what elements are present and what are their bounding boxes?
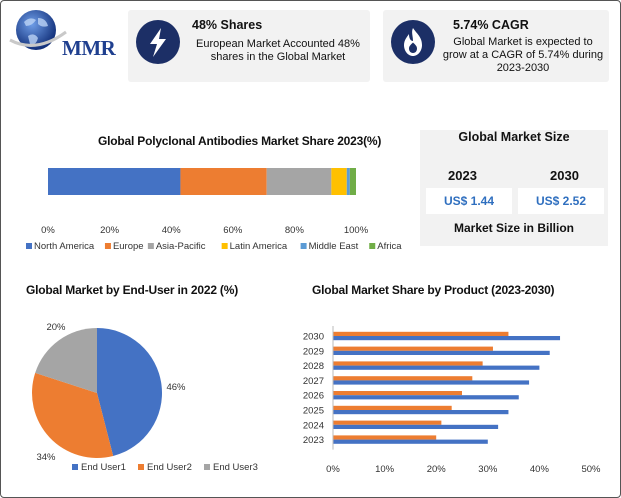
share-segment-2 xyxy=(266,168,332,195)
product-y-tick: 2023 xyxy=(303,435,324,446)
product-y-tick: 2027 xyxy=(303,376,324,387)
logo-text: MMR xyxy=(62,36,116,60)
product-bar xyxy=(333,350,550,355)
pie-legend-label: End User1 xyxy=(81,462,126,473)
cagr-card-text: Global Market is expected to grow at a C… xyxy=(442,36,604,74)
share-x-tick: 60% xyxy=(223,225,243,236)
end-user-chart-title: Global Market by End-User in 2022 (%) xyxy=(26,283,238,297)
product-bar xyxy=(333,420,442,425)
share-legend-label: Asia-Pacific xyxy=(156,241,206,252)
product-bar xyxy=(333,405,452,410)
pie-legend-swatch xyxy=(204,464,210,470)
product-bar xyxy=(333,376,473,381)
share-x-tick: 80% xyxy=(285,225,305,236)
product-bar xyxy=(333,410,509,415)
pie-legend-label: End User2 xyxy=(147,462,192,473)
cagr-card-title: 5.74% CAGR xyxy=(453,18,529,32)
share-segment-1 xyxy=(180,168,267,195)
share-legend-swatch xyxy=(369,243,376,249)
product-bar-chart: 2030 2029 2028 2027 2026 2025 2024 2023 0% 10% 20%… xyxy=(303,326,601,475)
share-x-tick: 40% xyxy=(162,225,182,236)
shares-card-text: European Market Accounted 48% shares in … xyxy=(196,38,360,63)
share-segment-4 xyxy=(346,168,350,195)
market-size-year-2023: 2023 xyxy=(448,168,477,183)
pie-slice-1 xyxy=(31,372,114,458)
product-x-tick: 40% xyxy=(530,464,550,475)
product-x-tick: 10% xyxy=(375,464,395,475)
product-x-tick: 30% xyxy=(478,464,498,475)
product-bar xyxy=(333,331,509,336)
share-legend-swatch xyxy=(147,243,154,249)
cagr-card: 5.74% CAGR Global Market is expected to … xyxy=(383,10,609,82)
share-legend-swatch xyxy=(26,243,32,249)
product-bar xyxy=(333,365,540,370)
shares-card: 48% Shares European Market Accounted 48%… xyxy=(128,10,370,82)
product-bar xyxy=(333,380,530,385)
market-size-value-2023: US$ 1.44 xyxy=(426,188,512,214)
product-y-tick: 2029 xyxy=(303,346,324,357)
product-bar xyxy=(333,346,493,351)
product-bar xyxy=(333,361,483,366)
pie-legend-label: End User3 xyxy=(213,462,258,473)
product-y-tick: 2026 xyxy=(303,391,324,402)
pie-data-label: 46% xyxy=(166,382,186,393)
pie-data-label: 20% xyxy=(46,322,66,333)
product-x-tick: 20% xyxy=(427,464,447,475)
product-x-tick: 0% xyxy=(326,464,340,475)
product-y-tick: 2028 xyxy=(303,361,324,372)
mmr-logo: MMR xyxy=(6,8,124,60)
market-size-unit: Market Size in Billion xyxy=(453,221,575,235)
end-user-pie-chart: 46% 34% 20% End User1 End User2 End User3 xyxy=(31,322,258,473)
share-legend-swatch xyxy=(221,243,228,249)
share-legend-label: North America xyxy=(34,241,95,252)
product-y-tick: 2025 xyxy=(303,406,324,417)
share-segment-0 xyxy=(48,168,181,195)
product-y-tick: 2024 xyxy=(303,420,324,431)
shares-card-title: 48% Shares xyxy=(192,18,263,32)
market-size-value-2030: US$ 2.52 xyxy=(518,188,604,214)
share-x-tick: 0% xyxy=(41,225,55,236)
flame-icon xyxy=(391,20,435,64)
product-bar xyxy=(333,391,462,396)
share-legend-swatch xyxy=(104,243,111,249)
market-size-box: Global Market Size 2023 2030 US$ 1.44 US… xyxy=(420,130,608,246)
market-size-year-2030: 2030 xyxy=(550,168,579,183)
product-chart-title: Global Market Share by Product (2023-203… xyxy=(312,283,555,297)
product-y-tick: 2030 xyxy=(303,332,324,343)
pie-data-label: 34% xyxy=(36,452,56,463)
pie-legend-swatch xyxy=(72,464,78,470)
lightning-icon xyxy=(136,20,180,64)
share-x-tick: 20% xyxy=(100,225,120,236)
share-chart-title: Global Polyclonal Antibodies Market Shar… xyxy=(98,134,382,148)
globe-icon xyxy=(9,10,67,50)
product-bar xyxy=(333,424,499,429)
product-bar xyxy=(333,439,488,444)
pie-legend-swatch xyxy=(138,464,144,470)
product-bar xyxy=(333,395,519,400)
share-legend-label: Europe xyxy=(113,241,144,252)
share-stacked-chart: 0% 20% 40% 60% 80% 100% North America Europe Asi… xyxy=(26,168,402,252)
share-legend-label: Latin America xyxy=(230,241,288,252)
product-x-tick: 50% xyxy=(581,464,601,475)
share-legend-label: Middle East xyxy=(309,241,359,252)
share-segment-3 xyxy=(331,168,347,195)
share-x-tick: 100% xyxy=(344,225,369,236)
share-legend-swatch xyxy=(300,243,307,249)
share-segment-5 xyxy=(349,168,356,195)
market-size-title: Global Market Size xyxy=(458,130,570,144)
pie-slice-0 xyxy=(97,328,162,456)
pie-slice-2 xyxy=(35,328,97,393)
product-bar xyxy=(333,435,437,440)
product-bar xyxy=(333,336,561,341)
share-legend-label: Africa xyxy=(377,241,402,252)
